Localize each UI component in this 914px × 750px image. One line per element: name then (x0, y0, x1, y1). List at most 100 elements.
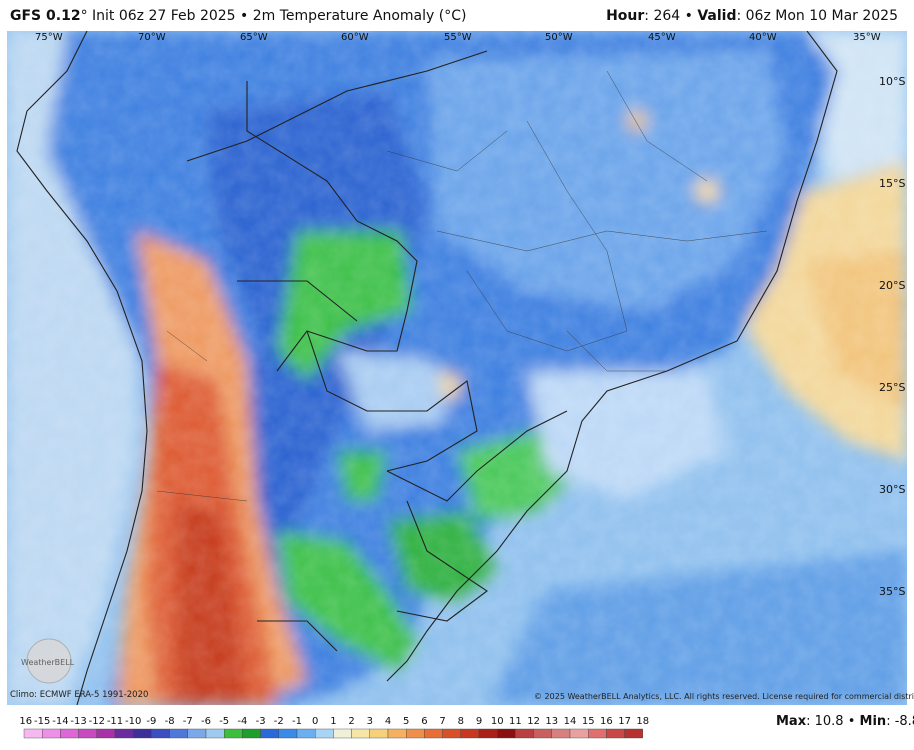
colorbar-label: 0 (312, 716, 318, 727)
colorbar-swatch (278, 728, 298, 739)
colorbar-swatch (569, 728, 589, 739)
colorbar-swatch (387, 728, 407, 739)
colorbar-label: 14 (564, 716, 577, 727)
colorbar-label: 7 (439, 716, 445, 727)
colorbar-swatch (551, 728, 571, 739)
lon-label: 65°W (240, 32, 268, 43)
logo-text: WeatherBELL (21, 658, 75, 667)
lon-label: 55°W (444, 32, 472, 43)
colorbar-label: -3 (256, 716, 266, 727)
colorbar-swatch (588, 728, 607, 739)
colorbar-label: 1 (330, 716, 336, 727)
colorbar-label: -7 (183, 716, 193, 727)
colorbar-label: 15 (582, 716, 595, 727)
product-name: 2m Temperature Anomaly (°C) (252, 8, 467, 24)
colorbar-swatch (260, 728, 280, 739)
colorbar-swatch (242, 728, 261, 739)
colorbar-swatch (205, 728, 225, 739)
colorbar-label: 9 (476, 716, 482, 727)
max-label: Max (776, 714, 807, 729)
colorbar-swatch (333, 728, 352, 739)
colorbar-swatch (478, 728, 498, 739)
colorbar-label: 4 (385, 716, 391, 727)
colorbar-swatch (96, 728, 116, 739)
colorbar-swatch (351, 728, 371, 739)
lat-label: 15°S (879, 177, 906, 190)
colorbar-label: -1 (292, 716, 302, 727)
colorbar-swatch (187, 728, 207, 739)
lat-label: 35°S (879, 585, 906, 598)
colorbar-label: 12 (527, 716, 540, 727)
colorbar: -16-15-14-13-12-11-10-9-8-7-6-5-4-3-2-10… (20, 716, 649, 739)
model-name: GFS 0.12 (10, 8, 81, 24)
colorbar-label: 11 (509, 716, 522, 727)
lat-label: 20°S (879, 279, 906, 292)
colorbar-swatch (23, 728, 43, 739)
lon-label: 45°W (648, 32, 676, 43)
colorbar-label: 13 (545, 716, 558, 727)
state-borders (156, 70, 768, 502)
colorbar-swatch (460, 728, 480, 739)
colorbar-label: 5 (403, 716, 409, 727)
colorbar-label: 8 (458, 716, 464, 727)
lon-label: 75°W (35, 32, 63, 43)
colorbar-label: -4 (237, 716, 247, 727)
hour-value: : 264 (644, 8, 681, 24)
climo-note: Climo: ECMWF ERA-5 1991-2020 (10, 690, 149, 700)
colorbar-swatch (424, 728, 443, 739)
header-separator: • (240, 8, 249, 24)
colorbar-label: 2 (348, 716, 354, 727)
colorbar-swatch (515, 728, 534, 739)
colorbar-swatch (296, 728, 316, 739)
colorbar-label: -6 (201, 716, 211, 727)
min-value: : -8.8 (886, 714, 914, 729)
lon-label: 50°W (545, 32, 573, 43)
max-value: : 10.8 (806, 714, 844, 729)
model-title: GFS 0.12° Init 06z 27 Feb 2025 • 2m Temp… (10, 8, 466, 24)
header-bar: GFS 0.12° Init 06z 27 Feb 2025 • 2m Temp… (0, 0, 914, 30)
colorbar-label: -15 (34, 716, 50, 727)
colorbar-swatch (624, 728, 643, 739)
init-time: ° Init 06z 27 Feb 2025 (80, 8, 236, 24)
colorbar-label: 16 (600, 716, 613, 727)
colorbar-swatch (169, 728, 189, 739)
colorbar-label: -12 (89, 716, 105, 727)
colorbar-label: -5 (219, 716, 229, 727)
colorbar-label: -14 (52, 716, 68, 727)
colorbar-swatch (60, 728, 79, 739)
header-separator-2: • (684, 8, 693, 24)
lat-label: 10°S (879, 75, 906, 88)
max-min-readout: Max: 10.8 • Min: -8.8 (776, 714, 914, 729)
colorbar-label: 10 (491, 716, 504, 727)
colorbar-label: -9 (146, 716, 156, 727)
anomaly-map: WeatherBELL 75°W 70°W 65°W 60°W 55°W 50°… (7, 31, 907, 705)
lon-label: 35°W (853, 32, 881, 43)
max-min-separator: • (847, 714, 856, 729)
lat-label: 25°S (879, 381, 906, 394)
colorbar-label: 18 (636, 716, 649, 727)
lon-label: 60°W (341, 32, 369, 43)
lon-label: 70°W (138, 32, 166, 43)
colorbar-swatch (78, 728, 97, 739)
colorbar-label: -16 (20, 716, 32, 727)
colorbar-label: -11 (107, 716, 123, 727)
lon-label: 40°W (749, 32, 777, 43)
hour-label: Hour (606, 8, 645, 24)
colorbar-label: 17 (618, 716, 631, 727)
colorbar-label: -10 (125, 716, 141, 727)
map-canvas: WeatherBELL (7, 31, 907, 705)
colorbar-label: -2 (274, 716, 284, 727)
valid-label: Valid (697, 8, 737, 24)
colorbar-swatch (533, 728, 552, 739)
valid-info: Hour: 264 • Valid: 06z Mon 10 Mar 2025 (606, 8, 898, 24)
colorbar-label: -13 (70, 716, 86, 727)
colorbar-swatch (497, 728, 516, 739)
colorbar-swatch (223, 728, 243, 739)
lat-label: 30°S (879, 483, 906, 496)
colorbar-swatch (132, 728, 152, 739)
colorbar-label: 3 (367, 716, 373, 727)
valid-value: : 06z Mon 10 Mar 2025 (736, 8, 898, 24)
min-label: Min (859, 714, 887, 729)
colorbar-label: 6 (421, 716, 427, 727)
colorbar-swatch (151, 728, 170, 739)
